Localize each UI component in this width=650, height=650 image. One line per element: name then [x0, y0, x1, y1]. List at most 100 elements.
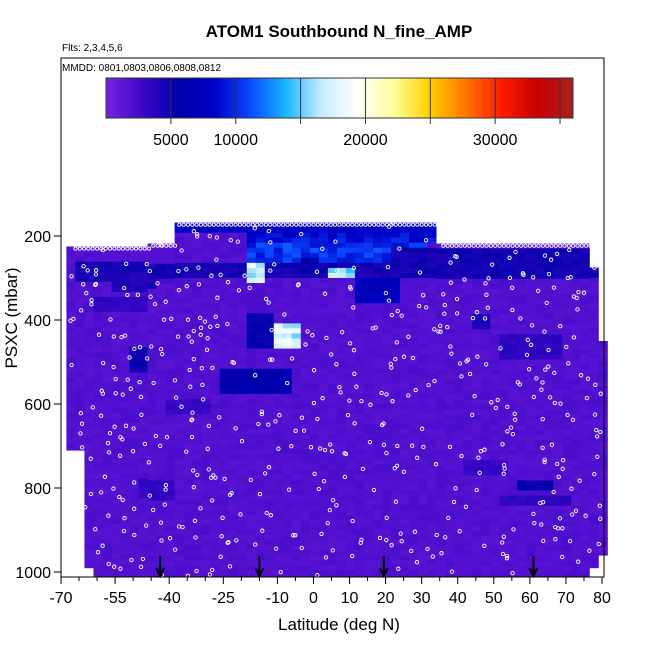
heatmap-cell — [499, 425, 509, 431]
sample-point — [123, 423, 129, 428]
heatmap-cell — [237, 288, 248, 294]
sample-point — [207, 222, 212, 227]
heatmap-cell — [454, 309, 464, 315]
heatmap-cell — [282, 550, 293, 556]
colorbar-swatch — [549, 78, 554, 118]
heatmap-cell — [291, 343, 302, 349]
heatmap-cell — [553, 268, 563, 275]
colorbar-swatch — [479, 78, 484, 118]
sample-point — [329, 449, 335, 454]
heatmap-cell — [490, 414, 500, 421]
heatmap-cell — [526, 253, 536, 260]
sample-point — [507, 275, 513, 280]
heatmap-cell — [102, 412, 112, 419]
heatmap-cell — [111, 513, 121, 520]
heatmap-cell — [427, 363, 437, 370]
sample-point — [180, 524, 185, 530]
heatmap-cell — [345, 247, 356, 254]
heatmap-cell — [553, 304, 563, 310]
heatmap-cell — [318, 565, 329, 571]
heatmap-cell — [454, 435, 464, 441]
heatmap-cell — [273, 398, 284, 405]
heatmap-cell — [192, 278, 203, 284]
heatmap-cell — [409, 545, 419, 551]
heatmap-cell — [237, 298, 248, 304]
heatmap-cell — [418, 459, 428, 465]
heatmap-cell — [372, 439, 383, 445]
heatmap-cell — [535, 268, 545, 275]
heatmap-cell — [102, 493, 112, 499]
heatmap-cell — [228, 242, 239, 249]
heatmap-cell — [255, 227, 266, 234]
heatmap-cell — [102, 261, 112, 268]
heatmap-cell — [210, 262, 221, 269]
heatmap-cell — [363, 414, 374, 420]
sample-point — [432, 327, 437, 332]
heatmap-cell — [517, 414, 527, 421]
heatmap-cell — [418, 434, 428, 440]
heatmap-cell — [472, 520, 482, 527]
heatmap-cell — [210, 267, 221, 274]
heatmap-cell — [147, 556, 157, 562]
heatmap-cell — [210, 383, 221, 390]
heatmap-cell — [372, 293, 383, 299]
heatmap-cell — [237, 363, 248, 370]
heatmap-cell — [372, 222, 383, 228]
heatmap-cell — [409, 308, 419, 314]
heatmap-cell — [445, 425, 455, 431]
heatmap-cell — [535, 505, 545, 512]
heatmap-cell — [436, 525, 446, 532]
heatmap-cell — [291, 222, 302, 228]
heatmap-cell — [273, 283, 284, 289]
heatmap-cell — [526, 339, 536, 345]
heatmap-cell — [381, 313, 392, 319]
heatmap-cell — [84, 352, 94, 358]
heatmap-cell — [481, 450, 491, 456]
sample-point — [207, 233, 212, 239]
sample-point — [78, 411, 83, 416]
sample-point — [144, 261, 149, 267]
colorbar-swatch — [295, 78, 300, 118]
heatmap-cell — [400, 368, 410, 375]
heatmap-cell — [147, 551, 157, 557]
sample-point — [83, 505, 88, 510]
heatmap-cell — [237, 227, 248, 234]
heatmap-cell — [273, 237, 284, 244]
heatmap-cell — [391, 257, 401, 264]
heatmap-cell — [535, 540, 545, 547]
heatmap-cell — [246, 444, 257, 450]
heatmap-cell — [472, 248, 482, 255]
heatmap-cell — [499, 329, 509, 335]
heatmap-cell — [147, 530, 157, 537]
heatmap-cell — [138, 256, 148, 263]
heatmap-cell — [129, 483, 139, 489]
heatmap-cell — [273, 257, 284, 264]
heatmap-cell — [436, 293, 446, 300]
heatmap-cell — [111, 543, 121, 550]
heatmap-cell — [454, 540, 464, 547]
sample-point — [148, 294, 153, 299]
heatmap-cell — [111, 553, 121, 560]
heatmap-cell — [147, 253, 157, 260]
heatmap-cell — [93, 402, 103, 409]
sample-point — [449, 243, 455, 248]
heatmap-cell — [120, 357, 130, 363]
heatmap-cell — [291, 298, 302, 304]
heatmap-cell — [120, 538, 130, 545]
heatmap-cell — [336, 272, 347, 279]
heatmap-cell — [427, 328, 437, 334]
heatmap-cell — [544, 414, 554, 421]
heatmap-cell — [201, 237, 212, 244]
heatmap-cell — [309, 363, 320, 370]
y-tick-label: 400 — [24, 313, 51, 330]
heatmap-cell — [481, 253, 491, 260]
heatmap-cell — [318, 474, 329, 480]
heatmap-cell — [156, 354, 166, 360]
heatmap-cell — [409, 267, 419, 274]
heatmap-cell — [183, 434, 194, 440]
heatmap-cell — [201, 378, 212, 385]
heatmap-cell — [562, 379, 572, 386]
heatmap-cell — [372, 313, 383, 319]
heatmap-cell — [237, 545, 248, 551]
heatmap-cell — [165, 535, 176, 542]
